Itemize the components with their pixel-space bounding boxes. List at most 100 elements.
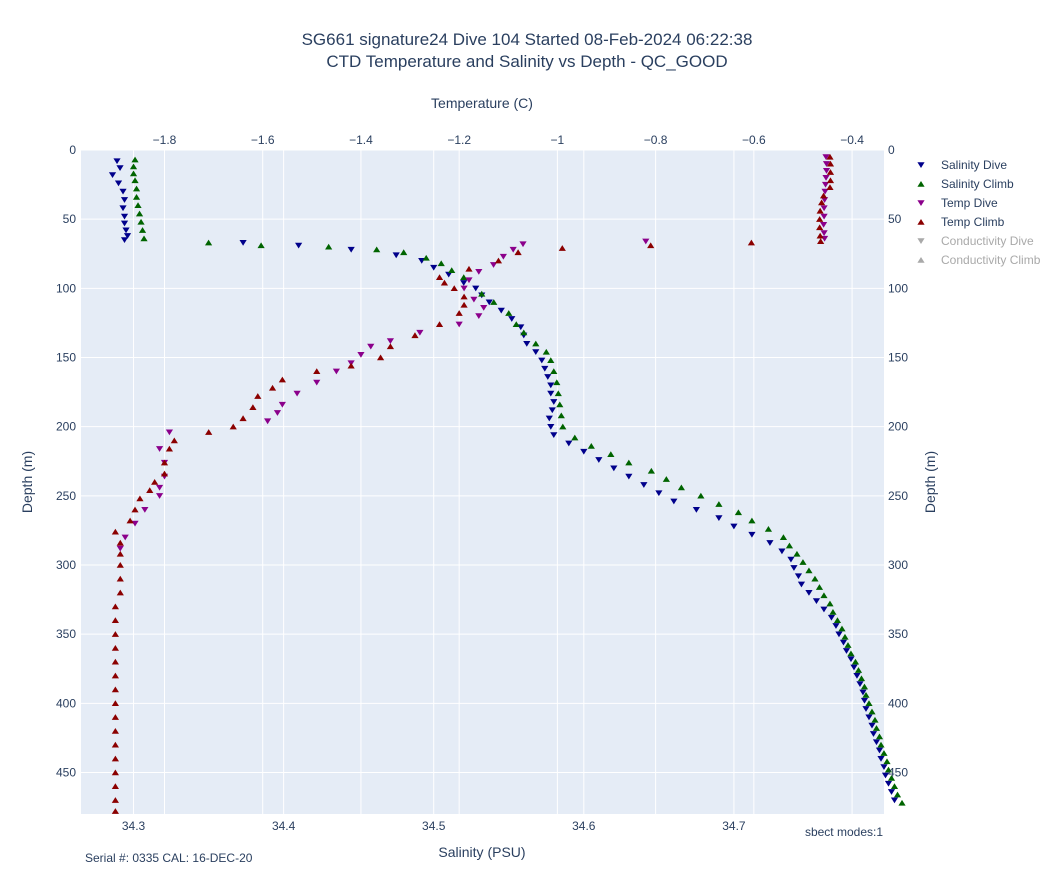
data-point (851, 658, 860, 665)
data-point (779, 534, 788, 541)
data-point (116, 545, 124, 552)
data-point (640, 482, 648, 488)
data-point (697, 492, 705, 499)
data-point (607, 451, 615, 458)
x-axis-bottom-title: Salinity (PSU) (438, 844, 525, 860)
x-top-tick-label: −0.8 (644, 133, 668, 147)
data-point (111, 808, 119, 814)
data-point (165, 429, 174, 436)
data-point (347, 362, 355, 369)
data-point (229, 423, 237, 430)
data-point (748, 517, 756, 524)
legend-item[interactable]: Salinity Climb (917, 177, 1014, 191)
legend-item[interactable]: Salinity Dive (917, 158, 1007, 172)
y-axis-left-title: Depth (m) (19, 451, 35, 513)
series-salinity-climb (129, 156, 906, 806)
legend-marker-icon (917, 238, 925, 245)
data-point (730, 523, 738, 530)
data-point (558, 245, 566, 251)
plot-area[interactable] (81, 150, 884, 814)
data-point (357, 352, 365, 358)
data-point (829, 608, 837, 615)
legend-label: Conductivity Dive (941, 234, 1034, 248)
y-tick-label-left: 200 (56, 420, 76, 434)
data-point (821, 188, 829, 195)
data-point (553, 379, 561, 386)
data-point (205, 429, 213, 435)
data-point (816, 232, 824, 239)
data-point (131, 177, 139, 184)
data-point (129, 163, 138, 170)
data-point (880, 750, 888, 756)
legend-label: Temp Climb (941, 215, 1005, 229)
legend-item[interactable]: Temp Dive (917, 196, 998, 210)
data-point (793, 550, 801, 557)
legend: Salinity Dive Salinity Climb Temp Dive Temp… (917, 158, 1041, 267)
data-point (857, 675, 866, 682)
data-point (494, 257, 503, 264)
data-point (850, 664, 858, 671)
data-point (416, 329, 424, 336)
y-tick-label-left: 250 (56, 489, 76, 503)
x-bottom-tick-label: 34.3 (122, 819, 146, 833)
data-point (766, 540, 774, 546)
data-point (647, 467, 655, 474)
data-point (655, 490, 663, 497)
data-point (160, 459, 169, 466)
y-tick-label-left: 100 (56, 281, 76, 295)
data-point (520, 329, 528, 336)
data-point (532, 349, 540, 356)
data-point (816, 207, 824, 214)
y-tick-label-right: 50 (888, 212, 902, 226)
chart-title-line-1: SG661 signature24 Dive 104 Started 08-Fe… (302, 30, 753, 49)
x-bottom-tick-label: 34.7 (722, 819, 746, 833)
data-point (887, 774, 896, 781)
data-point (805, 589, 813, 596)
y-tick-label-right: 350 (888, 627, 908, 641)
data-point (820, 606, 828, 613)
series-temp-climb (111, 153, 835, 814)
x-top-tick-label: −1 (551, 133, 565, 147)
data-point (862, 706, 870, 712)
data-point (485, 299, 493, 306)
legend-item[interactable]: Conductivity Climb (917, 253, 1041, 267)
legend-label: Salinity Dive (941, 158, 1007, 172)
data-point (545, 415, 553, 422)
legend-item[interactable]: Conductivity Dive (917, 234, 1034, 248)
y-tick-label-left: 450 (56, 766, 76, 780)
data-point (160, 470, 169, 477)
data-point (514, 249, 522, 256)
data-point (832, 623, 840, 629)
data-point (347, 246, 355, 253)
legend-item[interactable]: Temp Climb (917, 215, 1005, 229)
data-point (812, 598, 821, 605)
data-point (787, 556, 795, 563)
data-point (820, 197, 829, 203)
data-point (134, 202, 142, 209)
data-point (821, 181, 830, 188)
data-point (692, 506, 700, 513)
y-tick-label-right: 400 (888, 696, 908, 710)
data-point (450, 285, 458, 292)
data-point (898, 799, 906, 806)
data-point (136, 495, 144, 502)
data-point (278, 376, 286, 383)
data-point (313, 379, 321, 386)
data-point (119, 188, 127, 195)
data-point (547, 423, 555, 430)
data-point (489, 262, 498, 268)
data-point (875, 733, 884, 740)
data-point (715, 501, 723, 507)
data-point (662, 476, 670, 482)
data-point (111, 741, 119, 748)
data-point (111, 603, 119, 610)
data-point (111, 755, 119, 762)
data-point (827, 614, 836, 621)
data-point (111, 617, 119, 624)
data-point (455, 310, 463, 316)
data-point (114, 180, 123, 187)
data-point (111, 672, 119, 679)
data-point (764, 525, 773, 532)
